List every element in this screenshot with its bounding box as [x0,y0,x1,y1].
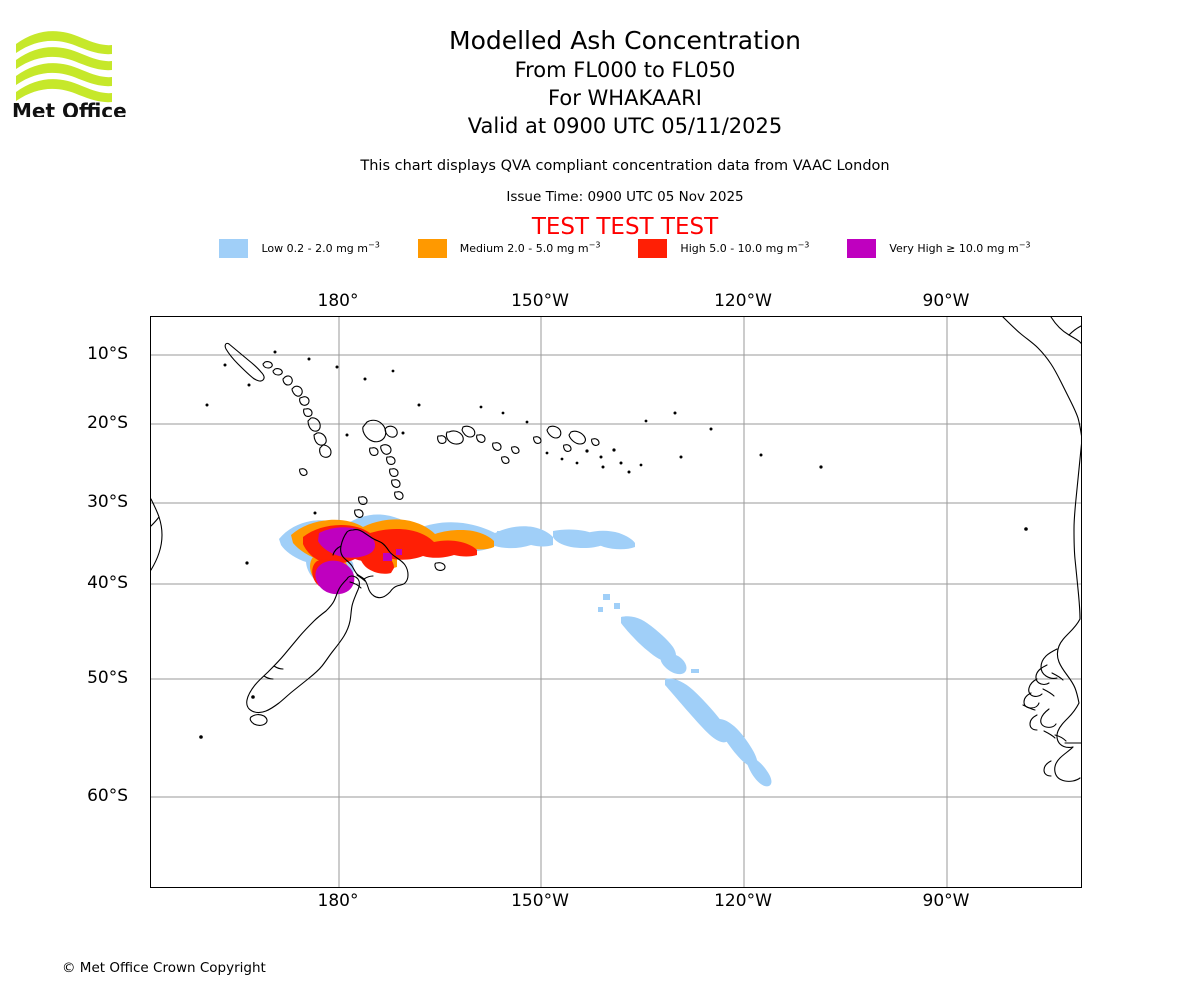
tuamotu-islets [199,350,1028,739]
map-gridlines [151,317,1081,887]
volcano-name: For WHAKAARI [548,86,702,110]
y-tick-0: 10°S [87,344,128,364]
y-tick-4: 50°S [87,668,128,688]
legend-label-low: Low 0.2 - 2.0 mg m−3 [261,240,380,255]
map-canvas [151,317,1081,887]
ash-plume-detached-streak [598,594,772,787]
qva-note: This chart displays QVA compliant concen… [360,158,890,174]
met-office-logo-svg: Met Office [12,31,127,117]
legend-label-high: High 5.0 - 10.0 mg m−3 [680,240,810,255]
map-frame [150,316,1082,888]
legend-item-very-high: Very High ≥ 10.0 mg m−3 [847,239,1031,258]
concentration-legend: Low 0.2 - 2.0 mg m−3 Medium 2.0 - 5.0 mg … [150,239,1100,258]
legend-swatch-low [219,239,249,258]
x-tick-bot-1: 150°W [511,891,569,911]
flight-level-range: From FL000 to FL050 [514,58,736,82]
legend-swatch-medium [417,239,447,258]
valid-time: Valid at 0900 UTC 05/11/2025 [467,114,783,138]
ash-concentration-map[interactable] [150,316,1082,888]
map-coastlines [151,317,1081,782]
page-title: Modelled Ash Concentration [449,26,801,55]
met-office-logo: Met Office [8,22,198,117]
y-tick-3: 40°S [87,573,128,593]
y-tick-2: 30°S [87,492,128,512]
x-tick-bot-0: 180° [317,891,359,911]
x-tick-bot-3: 90°W [922,891,970,911]
legend-item-medium: Medium 2.0 - 5.0 mg m−3 [417,239,601,258]
chart-title-block: Modelled Ash Concentration From FL000 to… [150,26,1100,140]
x-tick-top-3: 90°W [922,291,970,311]
legend-label-medium: Medium 2.0 - 5.0 mg m−3 [459,240,601,255]
logo-waves-icon [16,31,112,103]
issue-time: Issue Time: 0900 UTC 05 Nov 2025 [506,189,744,205]
test-banner: TEST TEST TEST [531,214,719,240]
legend-label-very-high: Very High ≥ 10.0 mg m−3 [889,240,1031,255]
x-tick-top-2: 120°W [714,291,772,311]
legend-item-high: High 5.0 - 10.0 mg m−3 [638,239,809,258]
x-tick-top-1: 150°W [511,291,569,311]
legend-swatch-very-high [847,239,877,258]
y-tick-5: 60°S [87,786,128,806]
chart-note-block: This chart displays QVA compliant concen… [150,155,1100,241]
ash-plume-very-high [315,527,402,595]
x-tick-top-0: 180° [317,291,359,311]
copyright-footer: © Met Office Crown Copyright [62,960,266,976]
x-tick-bot-2: 120°W [714,891,772,911]
y-tick-1: 20°S [87,413,128,433]
legend-swatch-high [638,239,668,258]
met-office-wordmark: Met Office [12,99,127,117]
legend-item-low: Low 0.2 - 2.0 mg m−3 [219,239,380,258]
